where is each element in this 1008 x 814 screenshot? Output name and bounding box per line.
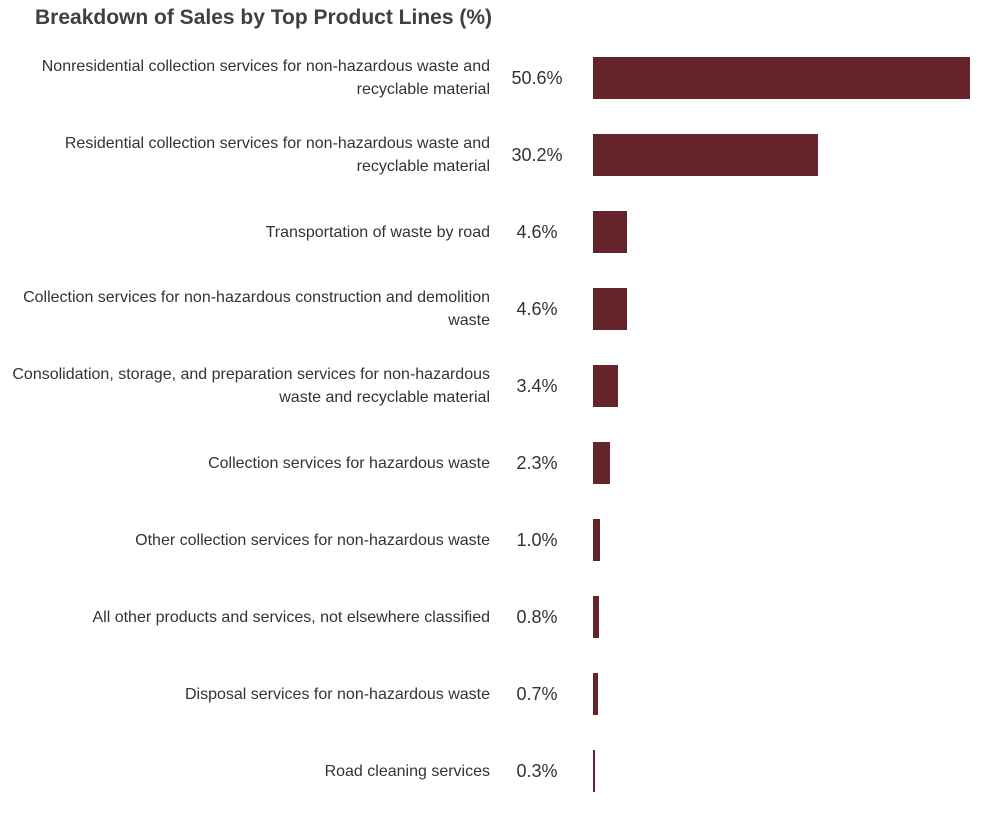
- bar: [593, 442, 611, 484]
- value-label: 0.3%: [516, 761, 558, 781]
- value-label: 0.8%: [516, 607, 558, 627]
- category-label-box: All other products and services, not els…: [10, 587, 490, 647]
- value-label: 4.6%: [516, 299, 558, 319]
- category-label: Collection services for non-hazardous co…: [23, 289, 490, 329]
- bar: [593, 134, 818, 176]
- category-label: Disposal services for non-hazardous wast…: [184, 685, 490, 703]
- value-label: 4.6%: [516, 222, 558, 242]
- value-label: 3.4%: [516, 376, 558, 396]
- category-label: Other collection services for non-hazard…: [135, 531, 490, 549]
- category-label-box: Residential collection services for non-…: [10, 125, 490, 185]
- bar: [593, 365, 619, 407]
- category-label: Collection services for hazardous waste: [208, 454, 490, 472]
- category-label: Road cleaning services: [324, 762, 490, 780]
- bar: [593, 57, 970, 99]
- category-label-box: Consolidation, storage, and preparation …: [10, 356, 490, 416]
- value-label: 1.0%: [516, 530, 558, 550]
- category-label: All other products and services, not els…: [92, 608, 490, 626]
- category-label-box: Nonresidential collection services for n…: [10, 48, 490, 108]
- category-label-box: Other collection services for non-hazard…: [10, 510, 490, 570]
- bar: [593, 519, 601, 561]
- category-label-box: Transportation of waste by road: [10, 202, 490, 262]
- category-label-box: Collection services for hazardous waste: [10, 433, 490, 493]
- value-label: 50.6%: [511, 68, 563, 88]
- chart-title: Breakdown of Sales by Top Product Lines …: [35, 6, 493, 29]
- bar: [593, 750, 596, 792]
- category-label: Consolidation, storage, and preparation …: [12, 366, 490, 406]
- category-label-box: Road cleaning services: [10, 741, 490, 801]
- value-label: 2.3%: [516, 453, 558, 473]
- category-label-box: Disposal services for non-hazardous wast…: [10, 664, 490, 724]
- value-label: 0.7%: [516, 684, 558, 704]
- bar: [593, 288, 628, 330]
- bar: [593, 211, 628, 253]
- category-label: Nonresidential collection services for n…: [41, 58, 490, 98]
- category-label: Transportation of waste by road: [265, 223, 490, 241]
- category-label-box: Collection services for non-hazardous co…: [10, 279, 490, 339]
- bar: [593, 596, 599, 638]
- value-label: 30.2%: [511, 145, 563, 165]
- bar: [593, 673, 599, 715]
- category-label: Residential collection services for non-…: [64, 135, 490, 175]
